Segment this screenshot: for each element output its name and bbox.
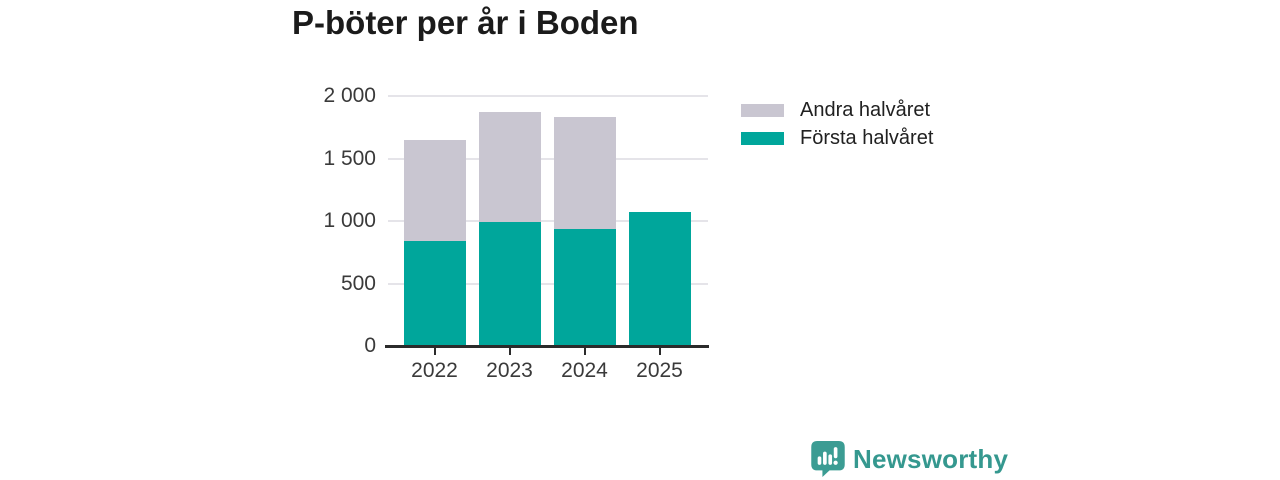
y-axis-tick-label: 1 500 <box>323 146 376 170</box>
x-axis-line <box>385 345 709 348</box>
x-axis-tick-label: 2022 <box>411 359 458 382</box>
x-axis-tick <box>508 348 511 355</box>
newsworthy-logo-icon <box>811 441 845 477</box>
bar-segment-2025 <box>628 212 691 346</box>
y-gridline <box>388 95 708 97</box>
x-axis-tick <box>583 348 586 355</box>
y-axis-tick-label: 0 <box>364 334 376 357</box>
y-axis-tick-label: 1 000 <box>323 209 376 232</box>
bar-segment-2024 <box>553 228 616 346</box>
x-axis-tick <box>433 348 436 355</box>
legend-label: Andra halvåret <box>800 98 931 121</box>
legend-swatch <box>741 131 784 145</box>
y-axis-tick-label: 500 <box>340 271 376 295</box>
y-axis-tick-label: 2 000 <box>323 84 376 107</box>
newsworthy-logo: Newsworthy <box>811 441 1008 477</box>
chart-title: P-böter per år i Boden <box>292 4 639 41</box>
legend-item: Första halvåret <box>741 126 933 150</box>
x-axis-tick-label: 2023 <box>486 359 533 382</box>
x-axis-tick-label: 2024 <box>561 359 608 382</box>
bar-segment-2024 <box>553 116 616 229</box>
bar-segment-2022 <box>403 139 466 241</box>
bar-segment-2022 <box>403 241 466 346</box>
bar-segment-2023 <box>478 112 541 222</box>
legend-swatch <box>741 103 784 117</box>
legend-item: Andra halvåret <box>741 98 933 122</box>
x-axis-tick <box>658 348 661 355</box>
x-axis-tick-label: 2025 <box>636 359 683 382</box>
legend-label: Första halvåret <box>800 126 934 149</box>
bar-segment-2023 <box>478 221 541 346</box>
chart-legend: Andra halvåret Första halvåret <box>741 98 933 150</box>
y-gridline <box>388 282 708 285</box>
y-gridline <box>388 220 708 222</box>
newsworthy-logo-text: Newsworthy <box>853 443 1009 474</box>
y-gridline <box>388 157 708 160</box>
